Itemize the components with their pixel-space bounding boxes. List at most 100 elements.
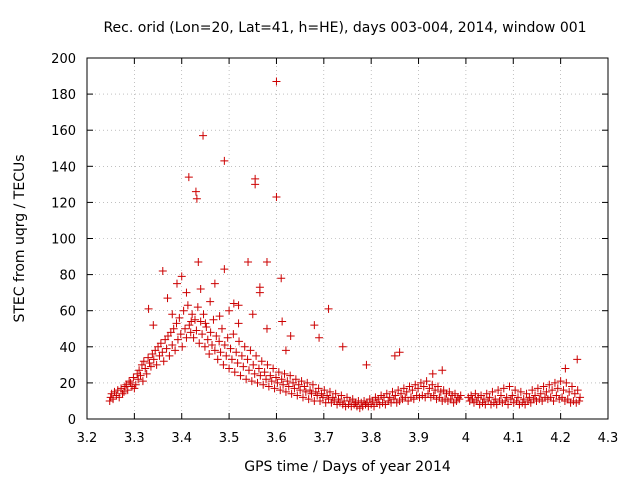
data-point bbox=[291, 375, 300, 384]
data-point bbox=[200, 342, 209, 351]
data-point bbox=[203, 335, 212, 344]
data-point bbox=[438, 366, 447, 375]
data-point bbox=[456, 391, 465, 400]
data-point bbox=[259, 380, 268, 389]
data-point bbox=[227, 355, 236, 364]
data-point bbox=[287, 389, 296, 398]
data-point bbox=[213, 355, 222, 364]
data-point bbox=[179, 306, 188, 315]
data-point bbox=[533, 384, 542, 393]
y-tick-label: 100 bbox=[51, 233, 76, 248]
data-point bbox=[240, 342, 249, 351]
data-point bbox=[109, 395, 118, 404]
data-point bbox=[542, 387, 551, 396]
data-point bbox=[277, 375, 286, 384]
data-point bbox=[230, 368, 239, 377]
data-point bbox=[468, 395, 477, 404]
data-point bbox=[428, 380, 437, 389]
data-point bbox=[573, 355, 582, 364]
data-point bbox=[255, 288, 264, 297]
data-point bbox=[272, 192, 281, 201]
data-point bbox=[252, 351, 261, 360]
data-point bbox=[531, 391, 540, 400]
data-point bbox=[310, 321, 319, 330]
data-point bbox=[491, 395, 500, 404]
data-point bbox=[262, 257, 271, 266]
data-point bbox=[177, 272, 186, 281]
y-tick-label: 20 bbox=[59, 377, 76, 392]
data-point bbox=[314, 384, 323, 393]
data-point bbox=[182, 333, 191, 342]
data-point bbox=[536, 389, 545, 398]
data-point bbox=[283, 377, 292, 386]
data-point bbox=[511, 386, 520, 395]
data-point bbox=[215, 337, 224, 346]
data-point bbox=[165, 351, 174, 360]
data-point bbox=[219, 360, 228, 369]
data-point bbox=[519, 395, 528, 404]
data-point bbox=[135, 366, 144, 375]
data-point bbox=[250, 369, 259, 378]
data-point bbox=[149, 321, 158, 330]
data-point bbox=[545, 380, 554, 389]
data-point bbox=[146, 362, 155, 371]
data-point bbox=[144, 353, 153, 362]
data-point bbox=[280, 369, 289, 378]
data-point bbox=[178, 342, 187, 351]
data-point bbox=[479, 395, 488, 404]
data-point bbox=[183, 301, 192, 310]
data-point bbox=[262, 324, 271, 333]
data-point bbox=[133, 369, 142, 378]
data-point bbox=[260, 368, 269, 377]
data-point bbox=[196, 317, 205, 326]
data-point bbox=[337, 391, 346, 400]
data-point bbox=[145, 359, 154, 368]
y-tick-label: 160 bbox=[51, 124, 76, 139]
data-point bbox=[301, 387, 310, 396]
data-point bbox=[266, 371, 275, 380]
data-point bbox=[182, 288, 191, 297]
data-point bbox=[313, 391, 322, 400]
data-point bbox=[215, 312, 224, 321]
data-point bbox=[162, 344, 171, 353]
data-point bbox=[253, 378, 262, 387]
data-point bbox=[277, 274, 286, 283]
data-point bbox=[397, 389, 406, 398]
data-point bbox=[217, 324, 226, 333]
data-point bbox=[187, 317, 196, 326]
data-point bbox=[246, 346, 255, 355]
data-point bbox=[276, 386, 285, 395]
data-point bbox=[119, 387, 128, 396]
y-tick-label: 80 bbox=[59, 269, 76, 284]
y-tick-label: 140 bbox=[51, 160, 76, 175]
y-tick-label: 200 bbox=[51, 52, 76, 67]
data-point bbox=[168, 340, 177, 349]
data-point bbox=[293, 391, 302, 400]
data-point bbox=[239, 362, 248, 371]
tick-layer: 3.2 3.3 3.4 3.5 3.6 3.7 3.8 3.9 4 4.1 4.2 4.3 0 20 40 6… bbox=[51, 52, 618, 446]
data-point bbox=[243, 355, 252, 364]
data-point bbox=[325, 387, 334, 396]
data-point bbox=[504, 400, 513, 409]
data-point bbox=[455, 395, 464, 404]
data-point bbox=[194, 257, 203, 266]
data-point bbox=[247, 377, 256, 386]
data-point bbox=[433, 382, 442, 391]
data-point bbox=[234, 301, 243, 310]
y-tick-label: 40 bbox=[59, 341, 76, 356]
data-point bbox=[105, 396, 114, 405]
data-point bbox=[172, 319, 181, 328]
data-point bbox=[549, 396, 558, 405]
data-point bbox=[189, 333, 198, 342]
data-point bbox=[131, 380, 140, 389]
data-point bbox=[267, 377, 276, 386]
x-tick-label: 3.8 bbox=[361, 431, 382, 446]
data-point bbox=[315, 333, 324, 342]
data-point bbox=[149, 355, 158, 364]
data-point bbox=[223, 333, 232, 342]
data-point bbox=[188, 310, 197, 319]
data-point bbox=[209, 315, 218, 324]
data-point bbox=[286, 371, 295, 380]
x-tick-label: 3.4 bbox=[171, 431, 192, 446]
data-point bbox=[281, 387, 290, 396]
